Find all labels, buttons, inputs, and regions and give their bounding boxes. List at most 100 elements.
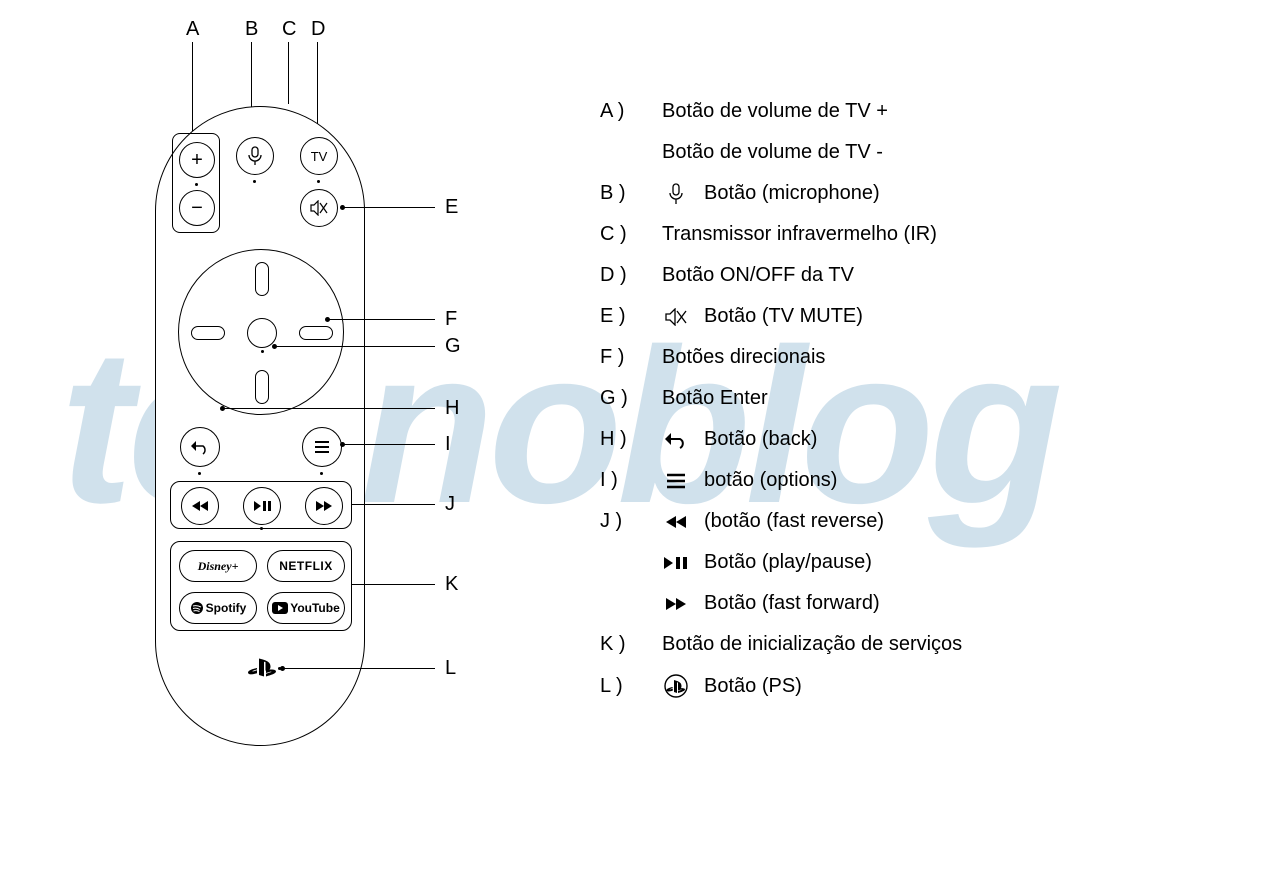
microphone-button[interactable] (236, 137, 274, 175)
ps-button[interactable] (248, 655, 276, 682)
microphone-icon (662, 183, 690, 205)
dpad (178, 249, 344, 415)
youtube-button[interactable]: YouTube (267, 592, 345, 624)
play-pause-button[interactable] (243, 487, 281, 525)
legend-text: (botão (fast reverse) (704, 510, 1240, 533)
fast-forward-button[interactable] (305, 487, 343, 525)
legend-row-l: L ) Botão (PS) (600, 674, 1240, 698)
dpad-right[interactable] (299, 326, 333, 340)
legend-text: Botão (back) (704, 428, 1240, 451)
mute-button[interactable] (300, 189, 338, 227)
legend-row-e: E ) Botão (TV MUTE) (600, 305, 1240, 328)
legend-text: Botão de volume de TV - (662, 141, 1240, 164)
legend-key: D ) (600, 264, 648, 287)
spotify-button[interactable]: Spotify (179, 592, 257, 624)
legend-text: Botão Enter (662, 387, 1240, 410)
legend-text: Botões direcionais (662, 346, 1240, 369)
label-b: B (245, 18, 258, 41)
tv-power-button[interactable]: TV (300, 137, 338, 175)
plus-icon: + (191, 149, 203, 172)
rewind-icon (662, 515, 690, 529)
dpad-left[interactable] (191, 326, 225, 340)
playstation-icon (248, 655, 276, 677)
legend-key: E ) (600, 305, 648, 328)
label-c: C (282, 18, 296, 41)
label-l: L (445, 657, 456, 680)
legend: A ) Botão de volume de TV + Botão de vol… (600, 100, 1240, 716)
label-a: A (186, 18, 199, 41)
legend-key: B ) (600, 182, 648, 205)
play-pause-icon (662, 556, 690, 570)
legend-row-c: C ) Transmissor infravermelho (IR) (600, 223, 1240, 246)
legend-row-g: G ) Botão Enter (600, 387, 1240, 410)
legend-row-j: J ) (botão (fast reverse) (600, 510, 1240, 533)
spotify-label: Spotify (206, 601, 247, 615)
label-g: G (445, 335, 461, 358)
microphone-icon (247, 146, 263, 166)
disney-button[interactable]: Disney+ (179, 550, 257, 582)
legend-row-d: D ) Botão ON/OFF da TV (600, 264, 1240, 287)
playstation-icon (662, 674, 690, 698)
legend-text: Transmissor infravermelho (IR) (662, 223, 1240, 246)
volume-group: + − (172, 133, 220, 233)
legend-text: Botão (microphone) (704, 182, 1240, 205)
label-k: K (445, 573, 458, 596)
legend-row-h: H ) Botão (back) (600, 428, 1240, 451)
legend-text: Botão (play/pause) (704, 551, 1240, 574)
back-icon (190, 439, 210, 455)
menu-icon (314, 440, 330, 454)
rewind-button[interactable] (181, 487, 219, 525)
legend-key: A ) (600, 100, 648, 123)
menu-icon (662, 473, 690, 489)
legend-row-j-sub1: Botão (play/pause) (600, 551, 1240, 574)
tv-label: TV (311, 149, 328, 164)
dpad-up[interactable] (255, 262, 269, 296)
legend-key: F ) (600, 346, 648, 369)
mute-icon (310, 200, 328, 216)
legend-text: Botão (fast forward) (704, 592, 1240, 615)
legend-row-j-sub2: Botão (fast forward) (600, 592, 1240, 615)
legend-key: L ) (600, 675, 648, 698)
legend-key: C ) (600, 223, 648, 246)
legend-row-a: A ) Botão de volume de TV + (600, 100, 1240, 123)
diagram-container: A B C D + − TV (0, 0, 560, 869)
rewind-icon (191, 500, 209, 512)
legend-row-k: K ) Botão de inicialização de serviços (600, 633, 1240, 656)
legend-row-a-sub: Botão de volume de TV - (600, 141, 1240, 164)
legend-text: Botão de volume de TV + (662, 100, 1240, 123)
legend-key: J ) (600, 510, 648, 533)
youtube-label: YouTube (290, 601, 340, 615)
fast-forward-icon (315, 500, 333, 512)
playback-row (170, 481, 352, 529)
youtube-icon (272, 602, 288, 614)
label-e: E (445, 196, 458, 219)
netflix-button[interactable]: NETFLIX (267, 550, 345, 582)
legend-text: Botão (TV MUTE) (704, 305, 1240, 328)
label-d: D (311, 18, 325, 41)
spotify-icon (190, 601, 204, 615)
minus-icon: − (191, 197, 203, 220)
volume-down-button[interactable]: − (179, 190, 215, 226)
legend-key: G ) (600, 387, 648, 410)
label-h: H (445, 397, 459, 420)
legend-text: Botão ON/OFF da TV (662, 264, 1240, 287)
label-f: F (445, 308, 457, 331)
legend-text: Botão de inicialização de serviços (662, 633, 1240, 656)
legend-key: K ) (600, 633, 648, 656)
mute-icon (662, 308, 690, 326)
play-pause-icon (253, 500, 271, 512)
legend-text: botão (options) (704, 469, 1240, 492)
options-button[interactable] (302, 427, 342, 467)
remote-outline: + − TV (155, 106, 365, 746)
legend-text: Botão (PS) (704, 675, 1240, 698)
fast-forward-icon (662, 597, 690, 611)
legend-row-b: B ) Botão (microphone) (600, 182, 1240, 205)
legend-row-i: I ) botão (options) (600, 469, 1240, 492)
back-icon (662, 431, 690, 449)
dpad-down[interactable] (255, 370, 269, 404)
back-button[interactable] (180, 427, 220, 467)
label-i: I (445, 433, 451, 456)
volume-up-button[interactable]: + (179, 142, 215, 178)
legend-row-f: F ) Botões direcionais (600, 346, 1240, 369)
label-j: J (445, 493, 455, 516)
